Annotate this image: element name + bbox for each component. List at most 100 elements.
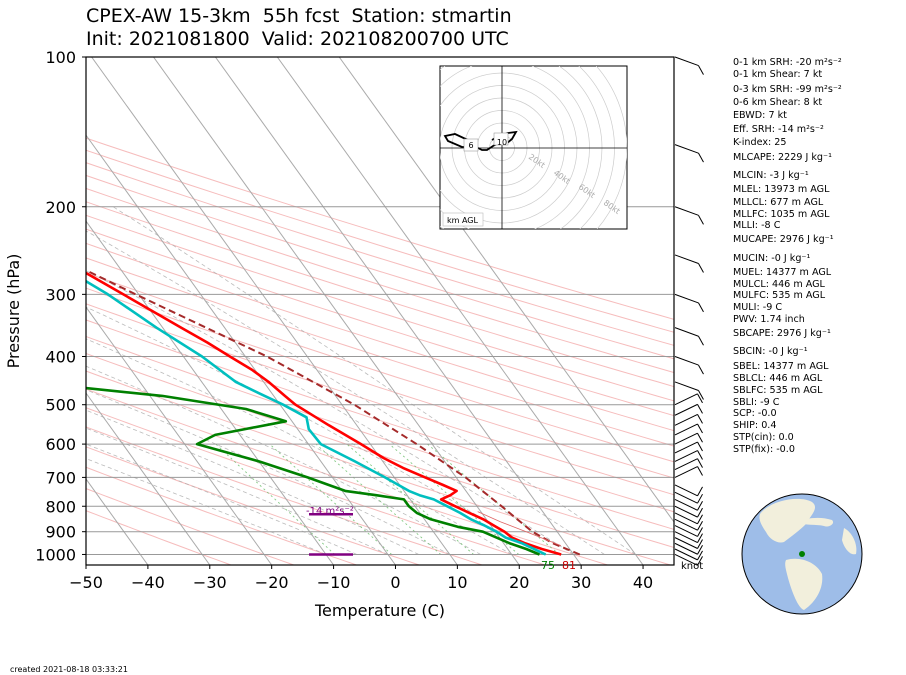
wind-barb bbox=[674, 537, 703, 549]
y-tick-label: 800 bbox=[45, 497, 76, 516]
parcel-path bbox=[86, 269, 581, 556]
x-tick-label: −10 bbox=[317, 573, 351, 592]
isotherm bbox=[86, 134, 396, 565]
x-tick-label: 10 bbox=[447, 573, 467, 592]
moist-adiabat bbox=[86, 409, 419, 555]
dry-adiabat bbox=[86, 466, 357, 565]
index-item: 0-6 km Shear: 8 kt bbox=[733, 97, 823, 108]
parcel-wisp bbox=[477, 511, 562, 546]
wind-barb bbox=[674, 356, 704, 375]
dry-adiabat bbox=[86, 174, 674, 360]
created-timestamp: created 2021-08-18 03:33:21 bbox=[10, 665, 128, 674]
isotherm bbox=[214, 57, 582, 565]
x-tick-label: 40 bbox=[633, 573, 653, 592]
index-item: K-index: 25 bbox=[733, 137, 787, 148]
wind-barb bbox=[674, 548, 703, 561]
index-item: EBWD: 7 kt bbox=[733, 110, 787, 121]
index-item: SBCIN: -0 J kg⁻¹ bbox=[733, 346, 808, 357]
dry-adiabat bbox=[86, 137, 674, 320]
x-axis-label: Temperature (C) bbox=[314, 601, 445, 620]
index-item: MLCAPE: 2229 J kg⁻¹ bbox=[733, 152, 832, 163]
dry-adiabat bbox=[86, 149, 674, 333]
hodograph-legend-box bbox=[442, 212, 484, 227]
isotherm bbox=[86, 478, 149, 565]
isotherm bbox=[86, 392, 211, 565]
x-tick-label: 20 bbox=[509, 573, 529, 592]
eff-srh-label: -14 m²s⁻² bbox=[306, 506, 354, 517]
wind-barb bbox=[674, 554, 703, 566]
index-item: SCP: -0.0 bbox=[733, 408, 777, 419]
wind-barb bbox=[674, 403, 703, 416]
index-item: PWV: 1.74 inch bbox=[733, 314, 805, 325]
wind-barbs bbox=[674, 56, 704, 566]
moist-adiabat bbox=[86, 365, 481, 555]
isotherm bbox=[153, 57, 520, 565]
index-item: SBLCL: 446 m AGL bbox=[733, 373, 823, 384]
dry-adiabat bbox=[86, 303, 674, 496]
dry-adiabat bbox=[86, 187, 674, 374]
wind-barb bbox=[674, 293, 704, 313]
index-item: MLCIN: -3 J kg⁻¹ bbox=[733, 170, 809, 181]
dewpoint-profile bbox=[86, 386, 540, 556]
y-tick-label: 400 bbox=[45, 348, 76, 367]
y-tick-label: 100 bbox=[45, 48, 76, 67]
wind-barb bbox=[674, 441, 703, 454]
index-item: SBLI: -9 C bbox=[733, 397, 780, 408]
index-item: MUCAPE: 2976 J kg⁻¹ bbox=[733, 234, 834, 245]
station-marker bbox=[799, 551, 805, 557]
index-item: MULFC: 535 m AGL bbox=[733, 290, 826, 301]
index-item: 0-1 km Shear: 7 kt bbox=[733, 69, 823, 80]
wind-barb bbox=[674, 381, 704, 400]
wind-barb bbox=[674, 413, 703, 426]
dry-adiabat bbox=[86, 228, 674, 417]
greenland-land bbox=[796, 517, 834, 527]
x-tick-label: −40 bbox=[131, 573, 165, 592]
hodograph-trace bbox=[443, 130, 518, 151]
y-tick-label: 1000 bbox=[35, 545, 76, 564]
dry-adiabat bbox=[86, 426, 483, 565]
index-item: STP(cin): 0.0 bbox=[733, 432, 794, 443]
isotherm bbox=[338, 57, 674, 523]
surface-dewpoint-label: 75 bbox=[541, 559, 555, 572]
wind-barb bbox=[674, 531, 703, 544]
axis-ticks: −50 −40 −30 −20 −10 0 10 20 30 40 100 200 300 400 500 6… bbox=[35, 48, 653, 592]
mixing-ratio-line bbox=[269, 443, 393, 555]
x-tick-label: 30 bbox=[571, 573, 591, 592]
chart-title: CPEX-AW 15-3km 55h fcst Station: stmarti… bbox=[86, 5, 512, 27]
wind-barb bbox=[674, 56, 704, 75]
x-tick-label: −20 bbox=[255, 573, 289, 592]
index-item: SBLFC: 535 m AGL bbox=[733, 385, 823, 396]
isotherm bbox=[86, 306, 273, 565]
moist-adiabat bbox=[86, 230, 605, 555]
dry-adiabat bbox=[86, 214, 674, 402]
virtual-temperature-profile bbox=[86, 279, 547, 556]
skewt-extras bbox=[309, 512, 353, 556]
wind-barb bbox=[674, 423, 703, 436]
index-item: SBEL: 14377 m AGL bbox=[733, 361, 829, 372]
index-item: STP(fix): -0.0 bbox=[733, 444, 795, 455]
moist-adiabat bbox=[112, 206, 636, 555]
moist-adiabat bbox=[86, 306, 543, 555]
index-item: 0-3 km SRH: -99 m²s⁻² bbox=[733, 84, 842, 95]
wind-barb bbox=[674, 466, 703, 478]
y-tick-label: 600 bbox=[45, 435, 76, 454]
dry-adiabat bbox=[86, 319, 674, 513]
wind-barb bbox=[674, 512, 703, 525]
index-item: SBCAPE: 2976 J kg⁻¹ bbox=[733, 328, 831, 339]
dry-adiabat bbox=[86, 287, 674, 479]
hodograph-label-box bbox=[493, 132, 509, 146]
index-item: MULCL: 446 m AGL bbox=[733, 279, 825, 290]
y-tick-label: 700 bbox=[45, 468, 76, 487]
x-tick-label: 0 bbox=[390, 573, 400, 592]
isotherm bbox=[86, 220, 334, 565]
wind-barb bbox=[674, 432, 703, 445]
hodograph-label: 6 bbox=[468, 141, 473, 150]
index-item: MUCIN: -0 J kg⁻¹ bbox=[733, 253, 811, 264]
index-item: MLEL: 13973 m AGL bbox=[733, 184, 830, 195]
dry-adiabat bbox=[86, 272, 674, 463]
dry-adiabat bbox=[86, 352, 674, 549]
wind-barb bbox=[674, 450, 703, 462]
wind-barb bbox=[674, 542, 703, 555]
